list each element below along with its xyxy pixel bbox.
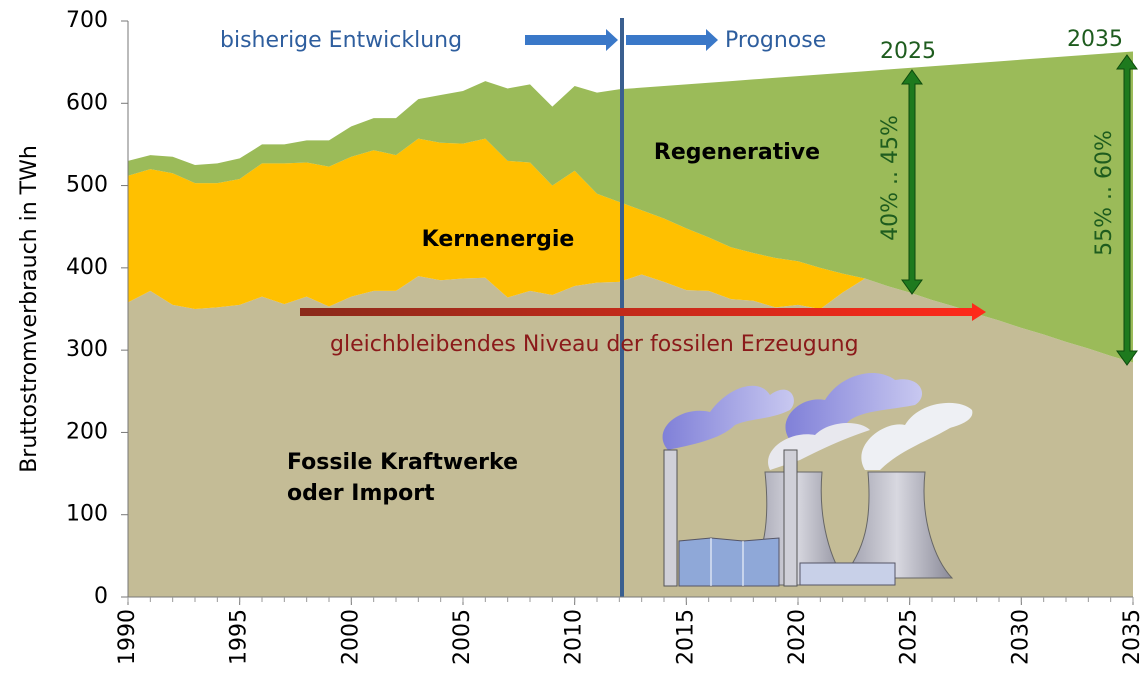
x-tick-label: 2030 — [1008, 609, 1033, 665]
y-tick-label: 600 — [66, 90, 108, 115]
y-tick-label: 400 — [66, 255, 108, 280]
area — [128, 51, 1133, 363]
x-tick-label: 2035 — [1120, 609, 1145, 665]
annotation: 2025 — [880, 39, 936, 64]
y-tick-label: 0 — [94, 584, 108, 609]
x-tick-label: 1995 — [227, 609, 252, 665]
x-tick-label: 2005 — [450, 609, 475, 665]
areas — [128, 51, 1133, 597]
y-tick-label: 200 — [66, 419, 108, 444]
series-label: Kernenergie — [422, 227, 575, 252]
annotation: 40% .. 45% — [878, 115, 903, 241]
arrow — [300, 303, 986, 321]
x-tick-label: 2025 — [897, 609, 922, 665]
arrow — [525, 29, 618, 51]
annotation: 55% .. 60% — [1092, 130, 1117, 256]
x-tick-label: 2015 — [673, 609, 698, 665]
x-tick-label: 2000 — [338, 609, 363, 665]
y-tick-label: 700 — [66, 8, 108, 33]
x-tick-label: 2020 — [785, 609, 810, 665]
annotation: 2035 — [1067, 27, 1123, 52]
x-tick-label: 1990 — [115, 609, 140, 665]
y-tick-label: 300 — [66, 337, 108, 362]
arrow — [1116, 54, 1138, 366]
series-label: oder Import — [287, 481, 435, 506]
series-label: Regenerative — [654, 140, 820, 165]
arrow — [626, 29, 718, 51]
annotation: Prognose — [725, 28, 826, 53]
arrow — [901, 69, 923, 295]
series-label: Fossile Kraftwerke — [287, 450, 518, 475]
area — [128, 274, 1133, 597]
annotation: bisherige Entwicklung — [220, 28, 462, 53]
y-axis-label: Bruttostromverbrauch in TWh — [17, 145, 42, 473]
y-tick-label: 100 — [66, 502, 108, 527]
y-tick-label: 500 — [66, 173, 108, 198]
area — [128, 138, 1133, 363]
power-plant-illustration — [662, 372, 973, 587]
x-tick-label: 2010 — [562, 609, 587, 665]
annotation: gleichbleibendes Niveau der fossilen Erz… — [330, 332, 859, 357]
